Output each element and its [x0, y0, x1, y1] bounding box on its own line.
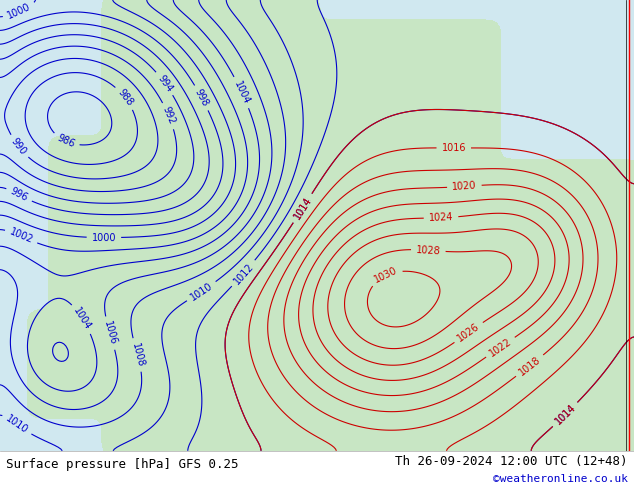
Text: 1010: 1010 — [4, 414, 30, 436]
Text: 992: 992 — [160, 105, 177, 126]
Text: 996: 996 — [9, 186, 30, 203]
Text: Th 26-09-2024 12:00 UTC (12+48): Th 26-09-2024 12:00 UTC (12+48) — [395, 455, 628, 468]
Text: 1024: 1024 — [429, 212, 453, 223]
Text: 1014: 1014 — [292, 195, 313, 221]
Text: 1014: 1014 — [292, 195, 313, 221]
Text: 1002: 1002 — [8, 227, 34, 245]
Text: 994: 994 — [155, 73, 174, 94]
Text: 1000: 1000 — [92, 233, 116, 243]
Text: 1014: 1014 — [553, 402, 578, 427]
Text: 1026: 1026 — [456, 321, 482, 343]
Text: 1008: 1008 — [129, 342, 145, 368]
Text: 1030: 1030 — [373, 266, 399, 285]
Text: Surface pressure [hPa] GFS 0.25: Surface pressure [hPa] GFS 0.25 — [6, 458, 239, 471]
Text: 998: 998 — [193, 87, 210, 108]
Text: 1004: 1004 — [72, 306, 93, 332]
Text: 1014: 1014 — [553, 402, 578, 427]
Text: 1012: 1012 — [231, 261, 256, 286]
Text: 990: 990 — [9, 136, 29, 157]
Text: 1010: 1010 — [188, 280, 214, 302]
Text: 1020: 1020 — [452, 181, 477, 192]
Text: 1006: 1006 — [102, 320, 118, 346]
Text: 1004: 1004 — [232, 79, 252, 105]
Text: 986: 986 — [55, 133, 76, 149]
Text: ©weatheronline.co.uk: ©weatheronline.co.uk — [493, 474, 628, 484]
Text: 1028: 1028 — [416, 245, 441, 256]
Text: 1022: 1022 — [488, 336, 514, 358]
Text: 1000: 1000 — [6, 1, 32, 21]
Text: 1016: 1016 — [441, 143, 466, 153]
Text: 1018: 1018 — [517, 354, 543, 377]
Text: 988: 988 — [115, 87, 134, 108]
